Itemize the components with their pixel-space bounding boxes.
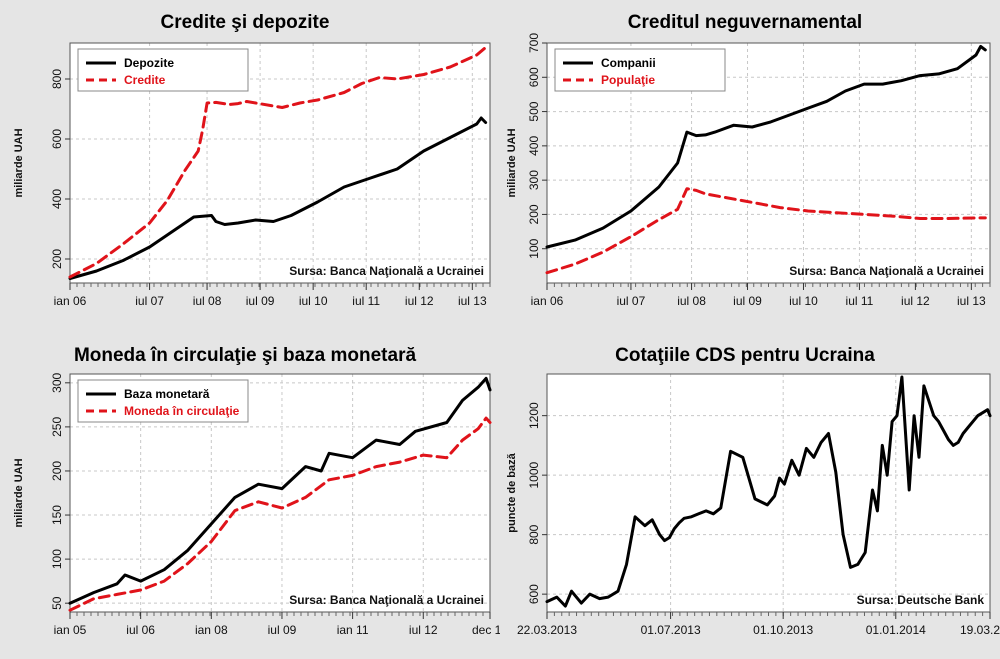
series-line-0 <box>68 116 488 280</box>
y-tick-label: 100 <box>50 549 64 569</box>
x-tick-label: iul 07 <box>135 294 164 308</box>
y-tick-label: 1000 <box>527 461 541 488</box>
chart-credite-depozite: Credite şi depozite 200 400 600 800 ian 06 iul… <box>0 0 500 329</box>
y-axis-label: miliarde UAH <box>13 128 25 197</box>
y-tick-label: 600 <box>527 67 541 87</box>
x-tick-label: 01.07.2013 <box>641 623 701 637</box>
x-tick-label: ian 08 <box>195 623 228 637</box>
chart-creditul-neguvernamental: Creditul neguvernamental 100 200 300 400 500 6… <box>500 0 1000 329</box>
x-tick-label: iul 09 <box>268 623 297 637</box>
y-tick-label: 700 <box>527 33 541 53</box>
chart-moneda-baza: Moneda în circulaţie şi baza monetară 50 1… <box>0 329 500 658</box>
legend-label: Depozite <box>124 56 174 70</box>
source-note: Sursa: Deutsche Bank <box>857 593 985 607</box>
chart-cds-ucraina: Cotaţiile CDS pentru Ucraina 600 800 1000 12… <box>500 329 1000 658</box>
x-tick-label: iul 09 <box>246 294 275 308</box>
series-line-1 <box>68 46 488 279</box>
x-tick-label: 19.03.2014 <box>960 623 1000 637</box>
chart-title: Creditul neguvernamental <box>628 12 862 33</box>
series-line-0 <box>68 376 492 605</box>
y-tick-label: 100 <box>527 238 541 258</box>
legend-box <box>77 48 249 92</box>
y-tick-label: 300 <box>50 372 64 392</box>
x-tick-label: iul 06 <box>126 623 155 637</box>
x-tick-label: iul 10 <box>789 294 818 308</box>
y-tick-label: 800 <box>50 69 64 89</box>
x-tick-label: iul 12 <box>409 623 438 637</box>
y-tick-label: 200 <box>527 204 541 224</box>
y-tick-label: 800 <box>527 524 541 544</box>
x-tick-label: 22.03.2013 <box>517 623 577 637</box>
x-tick-label: ian 06 <box>54 294 87 308</box>
plot-area <box>547 374 990 612</box>
y-tick-label: 200 <box>50 461 64 481</box>
x-tick-label: iul 08 <box>677 294 706 308</box>
x-tick-label: iul 07 <box>617 294 646 308</box>
y-tick-label: 50 <box>50 596 64 610</box>
legend-box <box>77 379 249 423</box>
y-tick-label: 400 <box>50 189 64 209</box>
series-line-1 <box>545 187 987 275</box>
x-tick-label: iul 10 <box>299 294 328 308</box>
x-tick-label: iul 13 <box>957 294 986 308</box>
x-tick-label: ian 11 <box>337 623 369 637</box>
legend-label: Credite <box>124 73 166 87</box>
y-tick-label: 1200 <box>527 402 541 429</box>
source-note: Sursa: Banca Naţională a Ucrainei <box>789 264 984 278</box>
x-tick-label: ian 05 <box>54 623 87 637</box>
y-tick-label: 600 <box>50 129 64 149</box>
source-note: Sursa: Banca Naţională a Ucrainei <box>289 264 484 278</box>
chart-moneda-baza-svg: Moneda în circulaţie şi baza monetară 50 1… <box>13 345 500 637</box>
x-tick-label: iul 11 <box>846 294 874 308</box>
x-tick-label: iul 13 <box>458 294 487 308</box>
x-tick-label: 01.01.2014 <box>866 623 926 637</box>
x-tick-label: iul 09 <box>733 294 762 308</box>
chart-cds-ucraina-svg: Cotaţiile CDS pentru Ucraina 600 800 1000 12… <box>506 345 1000 637</box>
legend-label: Moneda în circulaţie <box>124 404 240 418</box>
y-tick-label: 600 <box>527 584 541 604</box>
y-tick-label: 300 <box>527 170 541 190</box>
x-tick-label: ian 06 <box>531 294 564 308</box>
series-line-0 <box>545 44 987 249</box>
y-axis-label: puncte de bază <box>506 452 518 532</box>
x-tick-label: dec 13 <box>472 623 500 637</box>
x-tick-label: iul 12 <box>405 294 434 308</box>
series-line-1 <box>68 416 492 612</box>
y-tick-label: 150 <box>50 505 64 525</box>
y-tick-label: 250 <box>50 417 64 437</box>
chart-creditul-neguvernamental-svg: Creditul neguvernamental 100 200 300 400 500 6… <box>506 12 991 308</box>
x-tick-label: iul 08 <box>193 294 222 308</box>
chart-title: Cotaţiile CDS pentru Ucraina <box>615 345 875 366</box>
x-tick-label: 01.10.2013 <box>753 623 813 637</box>
y-tick-label: 400 <box>527 136 541 156</box>
x-tick-label: iul 12 <box>901 294 930 308</box>
y-axis-label: miliarde UAH <box>506 128 518 197</box>
chart-title: Moneda în circulaţie şi baza monetară <box>74 345 417 366</box>
legend-label: Companii <box>601 56 656 70</box>
chart-title: Credite şi depozite <box>161 12 330 33</box>
source-note: Sursa: Banca Naţională a Ucrainei <box>289 593 484 607</box>
y-tick-label: 500 <box>527 101 541 121</box>
chart-credite-depozite-svg: Credite şi depozite 200 400 600 800 ian 06 iul… <box>13 12 491 308</box>
legend-box <box>554 48 726 92</box>
y-tick-label: 200 <box>50 249 64 269</box>
x-tick-label: iul 11 <box>352 294 380 308</box>
legend-label: Baza monetară <box>124 387 210 401</box>
series-line-0 <box>545 375 992 608</box>
legend-label: Populaţie <box>601 73 655 87</box>
y-axis-label: miliarde UAH <box>13 458 25 527</box>
